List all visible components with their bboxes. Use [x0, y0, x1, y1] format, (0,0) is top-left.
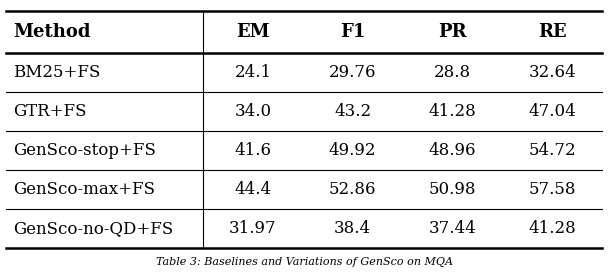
Text: 49.92: 49.92	[329, 142, 376, 159]
Text: 44.4: 44.4	[235, 181, 272, 198]
Text: 31.97: 31.97	[229, 220, 277, 237]
Text: 24.1: 24.1	[235, 64, 272, 81]
Text: PR: PR	[438, 23, 467, 41]
Text: 41.28: 41.28	[429, 103, 476, 120]
Text: 50.98: 50.98	[429, 181, 476, 198]
Text: GenSco-no-QD+FS: GenSco-no-QD+FS	[13, 220, 174, 237]
Text: 52.86: 52.86	[329, 181, 376, 198]
Text: 48.96: 48.96	[429, 142, 476, 159]
Text: BM25+FS: BM25+FS	[13, 64, 101, 81]
Text: GenSco-max+FS: GenSco-max+FS	[13, 181, 156, 198]
Text: 28.8: 28.8	[434, 64, 471, 81]
Text: 34.0: 34.0	[235, 103, 272, 120]
Text: F1: F1	[340, 23, 365, 41]
Text: 32.64: 32.64	[528, 64, 576, 81]
Text: Table 3: Baselines and Variations of GenSco on MQA: Table 3: Baselines and Variations of Gen…	[156, 257, 452, 267]
Text: GTR+FS: GTR+FS	[13, 103, 87, 120]
Text: 41.6: 41.6	[235, 142, 271, 159]
Text: 29.76: 29.76	[329, 64, 376, 81]
Text: 54.72: 54.72	[528, 142, 576, 159]
Text: 38.4: 38.4	[334, 220, 371, 237]
Text: 37.44: 37.44	[429, 220, 476, 237]
Text: EM: EM	[236, 23, 270, 41]
Text: GenSco-stop+FS: GenSco-stop+FS	[13, 142, 156, 159]
Text: Method: Method	[13, 23, 91, 41]
Text: 47.04: 47.04	[528, 103, 576, 120]
Text: 43.2: 43.2	[334, 103, 371, 120]
Text: 57.58: 57.58	[528, 181, 576, 198]
Text: RE: RE	[537, 23, 567, 41]
Text: 41.28: 41.28	[528, 220, 576, 237]
